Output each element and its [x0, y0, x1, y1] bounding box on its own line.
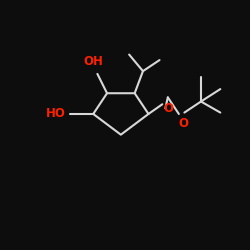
- Text: HO: HO: [46, 108, 66, 120]
- Text: OH: OH: [83, 55, 103, 68]
- Text: O: O: [163, 102, 173, 114]
- Text: O: O: [179, 117, 189, 130]
